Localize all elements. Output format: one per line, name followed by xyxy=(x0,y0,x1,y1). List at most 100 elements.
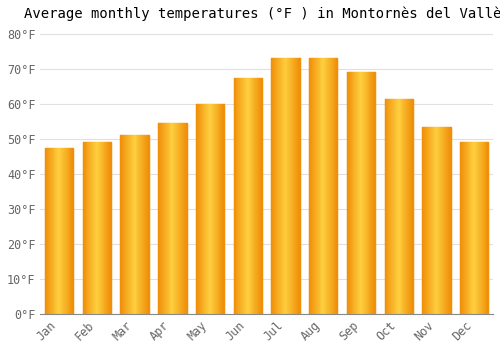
Bar xyxy=(397,99,398,314)
Bar xyxy=(293,58,294,314)
Bar xyxy=(408,99,409,314)
Bar xyxy=(368,72,370,314)
Bar xyxy=(146,135,147,314)
Bar xyxy=(100,142,102,314)
Bar xyxy=(461,142,462,314)
Bar xyxy=(214,104,215,314)
Bar xyxy=(161,123,162,314)
Bar xyxy=(63,148,64,314)
Bar xyxy=(178,123,179,314)
Bar xyxy=(46,148,47,314)
Bar xyxy=(438,127,440,314)
Bar xyxy=(243,78,244,314)
Bar xyxy=(272,58,274,314)
Bar xyxy=(212,104,213,314)
Bar xyxy=(162,123,163,314)
Bar xyxy=(360,72,361,314)
Bar xyxy=(432,127,434,314)
Bar xyxy=(196,104,197,314)
Bar xyxy=(358,72,359,314)
Bar xyxy=(394,99,395,314)
Bar xyxy=(352,72,354,314)
Bar xyxy=(484,142,486,314)
Bar xyxy=(204,104,206,314)
Bar xyxy=(209,104,210,314)
Bar xyxy=(404,99,406,314)
Bar xyxy=(472,142,473,314)
Bar xyxy=(330,58,331,314)
Bar xyxy=(390,99,391,314)
Bar xyxy=(361,72,362,314)
Bar xyxy=(90,142,91,314)
Bar xyxy=(486,142,488,314)
Bar xyxy=(434,127,436,314)
Bar xyxy=(130,135,131,314)
Bar xyxy=(392,99,393,314)
Bar xyxy=(400,99,402,314)
Bar xyxy=(180,123,181,314)
Bar xyxy=(366,72,368,314)
Bar xyxy=(393,99,394,314)
Bar xyxy=(460,142,461,314)
Bar xyxy=(310,58,311,314)
Bar xyxy=(62,148,63,314)
Bar xyxy=(372,72,374,314)
Bar xyxy=(386,99,388,314)
Bar xyxy=(448,127,450,314)
Bar xyxy=(280,58,281,314)
Bar xyxy=(309,58,310,314)
Bar xyxy=(166,123,168,314)
Bar xyxy=(476,142,477,314)
Bar xyxy=(465,142,466,314)
Bar xyxy=(197,104,198,314)
Bar xyxy=(347,72,348,314)
Bar xyxy=(215,104,216,314)
Bar xyxy=(444,127,445,314)
Bar xyxy=(246,78,247,314)
Bar xyxy=(138,135,140,314)
Bar xyxy=(290,58,291,314)
Bar xyxy=(466,142,468,314)
Bar xyxy=(314,58,315,314)
Bar xyxy=(427,127,428,314)
Bar xyxy=(412,99,413,314)
Bar xyxy=(134,135,136,314)
Bar xyxy=(359,72,360,314)
Bar xyxy=(165,123,166,314)
Bar xyxy=(370,72,372,314)
Bar xyxy=(480,142,481,314)
Bar xyxy=(431,127,432,314)
Bar xyxy=(477,142,478,314)
Bar xyxy=(275,58,276,314)
Bar xyxy=(311,58,312,314)
Bar xyxy=(278,58,279,314)
Bar xyxy=(50,148,51,314)
Bar xyxy=(362,72,363,314)
Bar xyxy=(260,78,261,314)
Bar xyxy=(258,78,259,314)
Bar xyxy=(298,58,299,314)
Bar xyxy=(428,127,429,314)
Bar xyxy=(313,58,314,314)
Bar xyxy=(354,72,356,314)
Bar xyxy=(282,58,284,314)
Bar xyxy=(475,142,476,314)
Bar xyxy=(175,123,176,314)
Bar xyxy=(312,58,313,314)
Bar xyxy=(365,72,366,314)
Bar xyxy=(350,72,352,314)
Bar xyxy=(286,58,288,314)
Bar xyxy=(294,58,295,314)
Bar xyxy=(126,135,127,314)
Bar xyxy=(261,78,262,314)
Bar xyxy=(168,123,170,314)
Bar xyxy=(213,104,214,314)
Bar xyxy=(202,104,203,314)
Bar xyxy=(93,142,94,314)
Bar xyxy=(184,123,186,314)
Bar xyxy=(66,148,68,314)
Bar xyxy=(86,142,88,314)
Bar xyxy=(478,142,479,314)
Bar xyxy=(136,135,138,314)
Bar xyxy=(276,58,277,314)
